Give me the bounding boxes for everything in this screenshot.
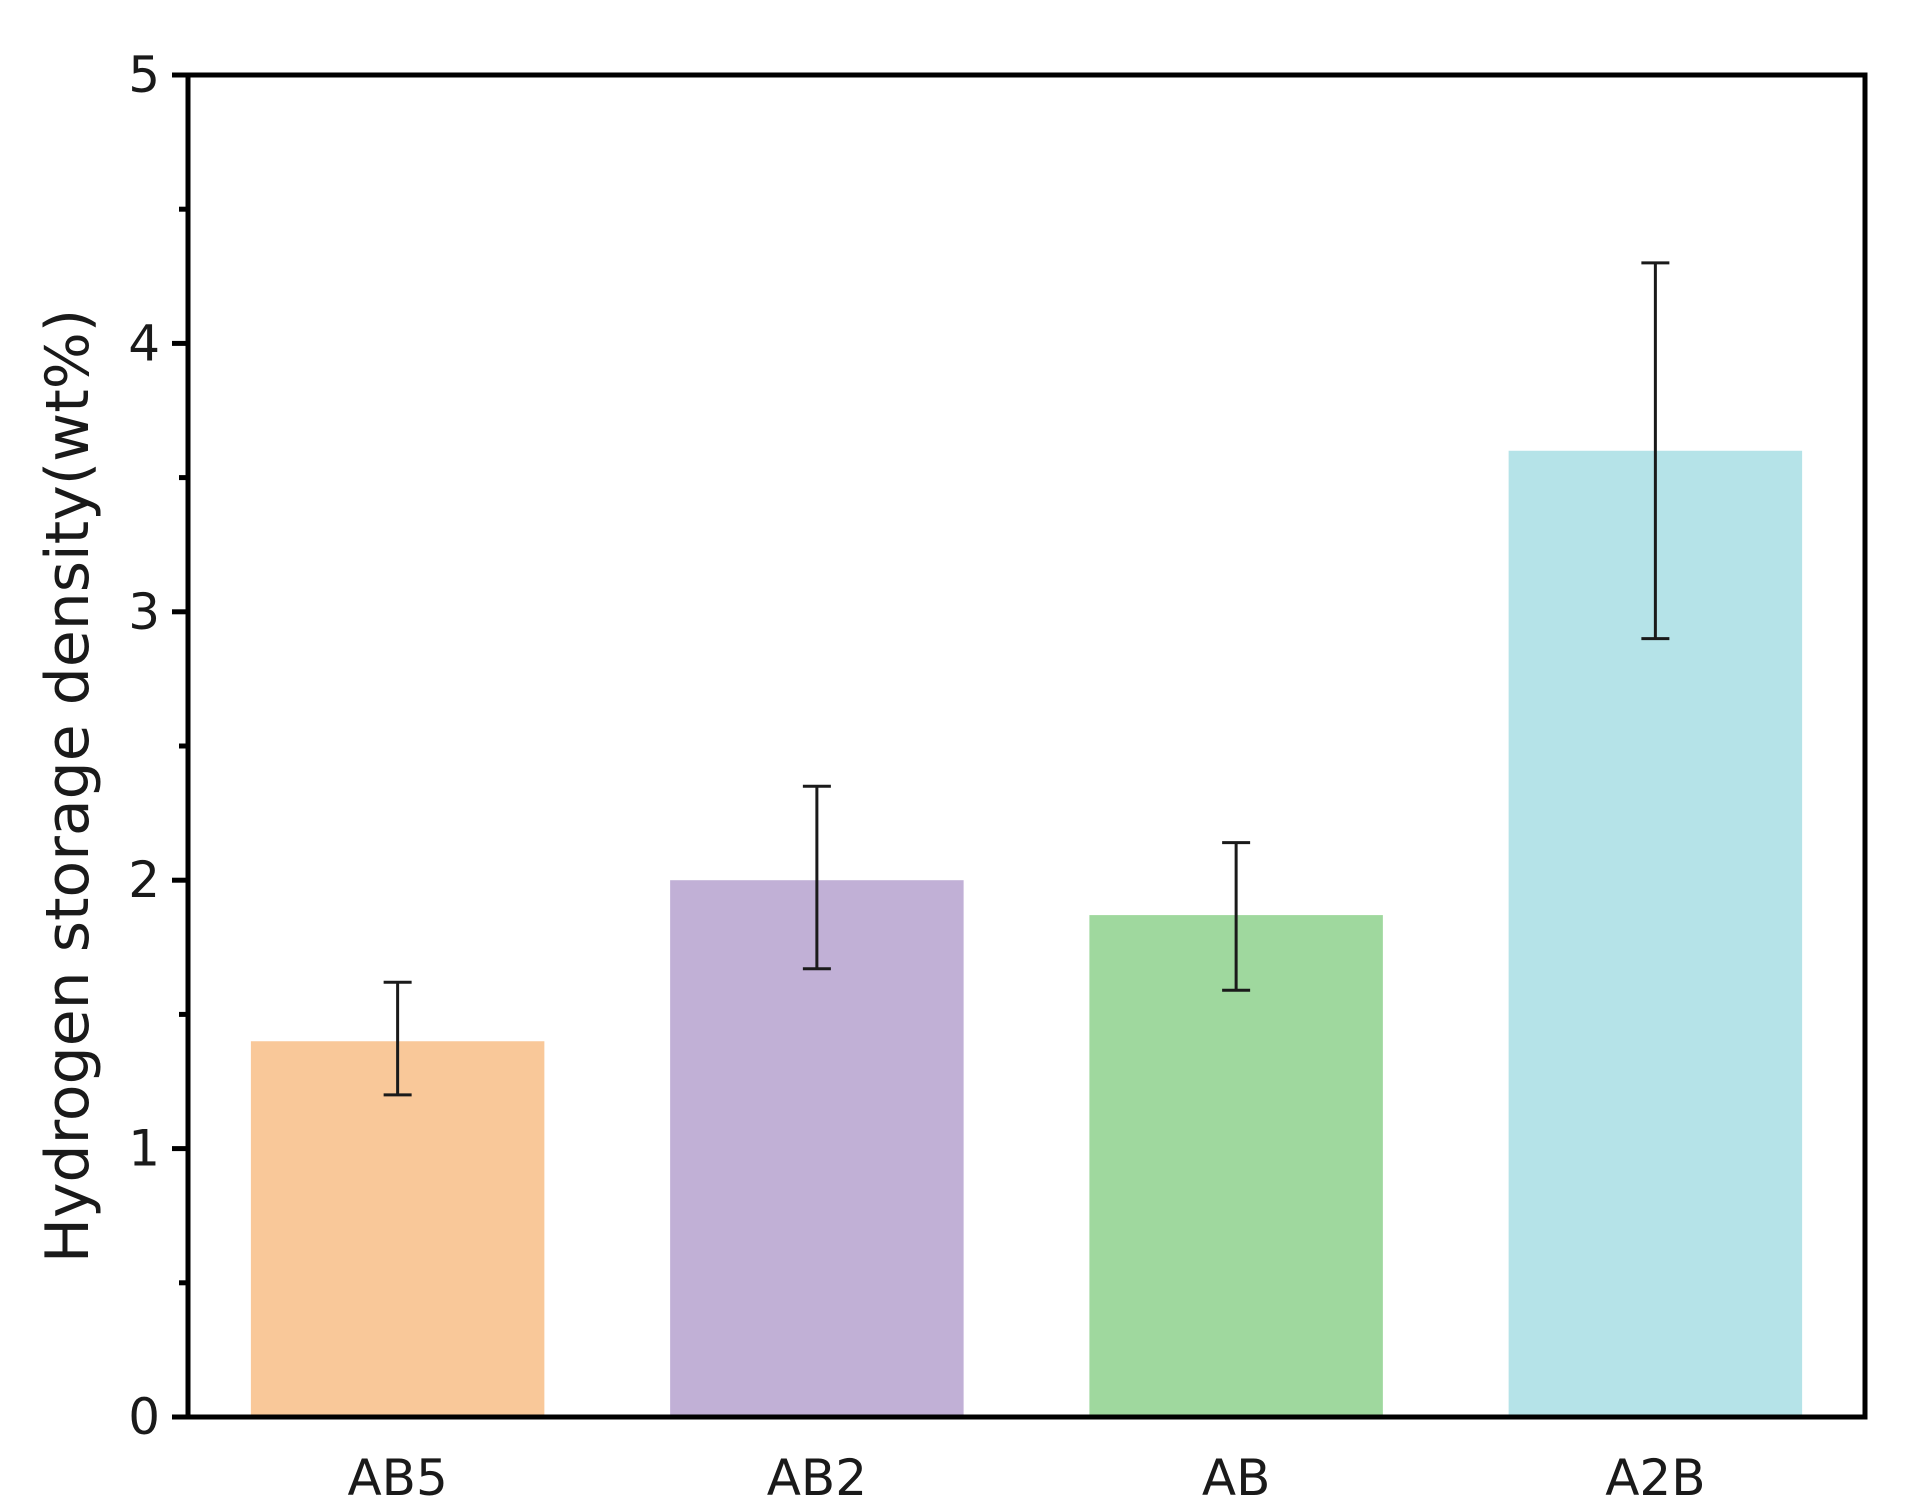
y-tick-label: 0 [128, 1388, 160, 1446]
bar-ab [1089, 915, 1383, 1417]
y-tick-label: 3 [128, 583, 160, 641]
bar-ab5 [250, 1041, 545, 1417]
y-tick-label: 5 [128, 46, 160, 104]
y-axis-title: Hydrogen storage density(wt%) [33, 309, 103, 1263]
labels-layer: AB5 AB2 AB A2B 0 1 2 3 4 5 [128, 46, 1705, 1507]
x-tick-label-ab5: AB5 [347, 1449, 447, 1507]
bars-layer [250, 450, 1803, 1417]
y-tick-label: 1 [128, 1120, 160, 1178]
y-tick-label: 4 [128, 314, 160, 372]
x-tick-label-ab: AB [1202, 1449, 1271, 1507]
error-bars-layer [383, 261, 1670, 1097]
axis-layer [172, 72, 1868, 1420]
x-tick-label-ab2: AB2 [767, 1449, 867, 1507]
x-tick-label-a2b: A2B [1605, 1449, 1705, 1507]
y-tick-label: 2 [128, 851, 160, 909]
